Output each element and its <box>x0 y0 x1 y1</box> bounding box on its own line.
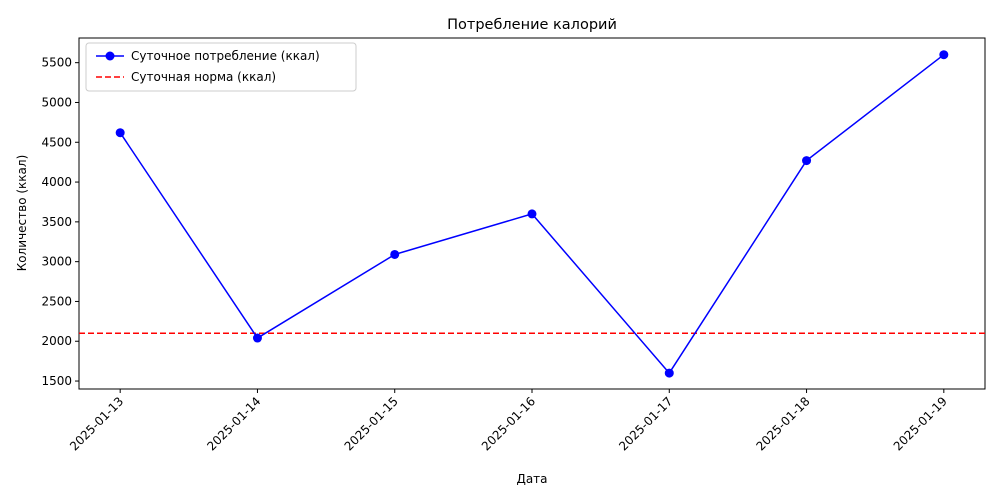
y-tick-label: 1500 <box>41 374 72 388</box>
legend-frame <box>85 42 357 92</box>
x-axis-title: Дата <box>516 472 547 486</box>
data-point <box>939 50 949 60</box>
x-axis-ticks: 2025-01-13 2025-01-14 2025-01-15 2025-01-16… <box>67 389 950 453</box>
data-point <box>664 368 674 378</box>
legend-label-norm: Суточная норма (ккал) <box>131 70 276 84</box>
x-tick-label: 2025-01-16 <box>479 394 538 453</box>
y-tick-label: 3500 <box>41 215 72 229</box>
legend: Суточное потребление (ккал) Суточная нор… <box>85 42 357 92</box>
y-axis-title: Количество (ккал) <box>15 155 29 272</box>
chart-title: Потребление калорий <box>447 17 617 33</box>
y-tick-label: 5500 <box>41 56 72 70</box>
data-point <box>252 333 262 343</box>
data-point <box>527 209 537 219</box>
x-tick-label: 2025-01-18 <box>753 394 812 453</box>
y-tick-label: 3000 <box>41 255 72 269</box>
y-tick-label: 2000 <box>41 334 72 348</box>
y-tick-label: 5000 <box>41 95 72 109</box>
y-tick-label: 4000 <box>41 175 72 189</box>
data-point <box>802 156 812 166</box>
legend-label-intake: Суточное потребление (ккал) <box>131 49 320 63</box>
x-tick-label: 2025-01-13 <box>67 394 126 453</box>
legend-marker-intake <box>105 51 115 61</box>
y-tick-label: 2500 <box>41 294 72 308</box>
x-tick-label: 2025-01-19 <box>891 394 950 453</box>
data-point <box>115 128 125 138</box>
x-tick-label: 2025-01-15 <box>342 394 401 453</box>
x-tick-label: 2025-01-14 <box>204 394 263 453</box>
y-tick-label: 4500 <box>41 135 72 149</box>
data-point <box>390 249 400 259</box>
y-axis-ticks: 1500 2000 2500 3000 3500 4000 4500 5000 5500 <box>41 56 79 388</box>
series-layer <box>79 50 985 378</box>
x-tick-label: 2025-01-17 <box>616 394 675 453</box>
